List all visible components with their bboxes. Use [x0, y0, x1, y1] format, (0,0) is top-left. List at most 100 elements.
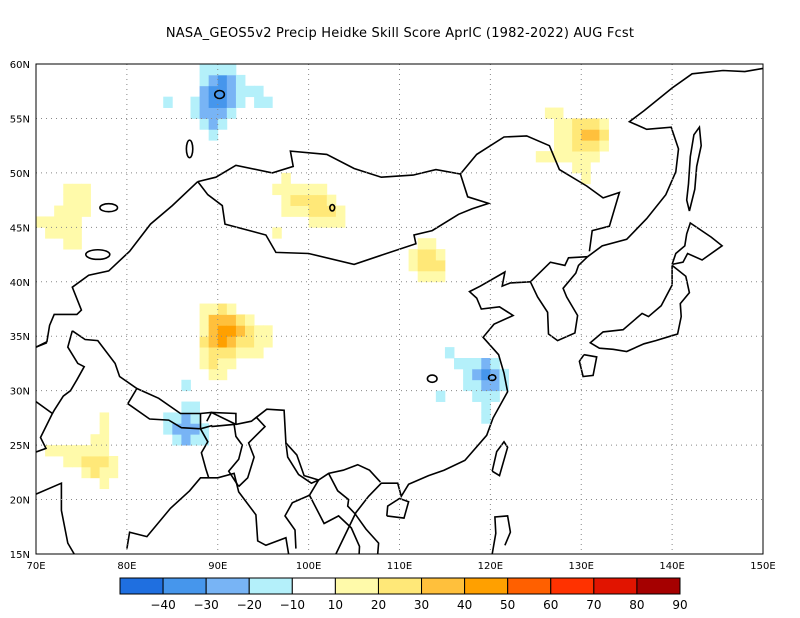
coastline-segment: [36, 342, 48, 348]
skill-cell: [226, 325, 237, 337]
coastline-segment: [335, 270, 531, 554]
skill-cell: [208, 325, 219, 337]
skill-cell: [199, 423, 210, 435]
colorbar-swatch: [248, 577, 293, 595]
colorbar-swatch: [205, 577, 250, 595]
skill-cell: [235, 325, 246, 337]
skill-cell: [572, 162, 582, 174]
skill-cell: [172, 434, 182, 446]
skill-cell: [481, 358, 491, 370]
skill-cell: [90, 466, 101, 479]
skill-cell: [72, 238, 82, 250]
coastline-segment: [588, 264, 691, 353]
skill-cell: [63, 227, 73, 239]
colorbar-label: 40: [457, 598, 472, 612]
coastline-segment: [529, 255, 588, 283]
latitude-label: 30N: [10, 387, 30, 398]
skill-cell: [444, 347, 455, 359]
skill-cell: [481, 368, 491, 381]
skill-cell: [208, 96, 219, 108]
skill-cell: [163, 412, 173, 424]
skill-cell: [599, 140, 609, 152]
skill-cell: [208, 129, 219, 141]
latitude-label: 25N: [10, 441, 30, 452]
skill-cell: [490, 379, 500, 392]
skill-cell: [490, 390, 500, 402]
coastline-segment: [529, 256, 589, 342]
lake-outline: [426, 374, 438, 384]
skill-cell: [226, 347, 237, 359]
skill-cell: [63, 194, 73, 206]
skill-cell: [190, 412, 200, 424]
skill-cell: [417, 249, 428, 261]
longitude-label: 70E: [26, 561, 45, 572]
colorbar-swatch: [119, 577, 164, 595]
skill-cell: [481, 412, 491, 424]
coastline-segment: [491, 515, 512, 554]
skill-cell: [263, 96, 273, 108]
colorbar-swatch: [162, 577, 207, 595]
longitude-label: 150E: [750, 561, 775, 572]
skill-cell: [217, 358, 228, 370]
skill-cell: [172, 423, 182, 435]
skill-cell: [463, 358, 473, 370]
coastline-segment: [36, 181, 199, 348]
skill-cell: [254, 347, 264, 359]
skill-cell: [208, 303, 219, 315]
skill-cell: [217, 325, 228, 337]
colorbar-swatch: [291, 577, 336, 595]
skill-cell: [544, 107, 555, 119]
skill-cell: [281, 183, 291, 196]
skill-cell: [72, 205, 82, 217]
skill-cell: [254, 336, 264, 348]
skill-cell: [254, 85, 264, 98]
colorbar-label: 70: [586, 598, 601, 612]
skill-cell: [245, 325, 255, 337]
skill-cell: [254, 96, 264, 108]
skill-cell: [217, 74, 228, 87]
skill-cell: [553, 129, 564, 141]
skill-cell: [254, 325, 264, 337]
latitude-label: 20N: [10, 496, 30, 507]
skill-cell: [181, 423, 191, 435]
coastline-segment: [36, 400, 54, 453]
skill-cell: [235, 74, 246, 87]
skill-cell: [281, 194, 291, 206]
skill-cell: [290, 205, 300, 217]
skill-cell: [99, 412, 110, 424]
chart-title: NASA_GEOS5v2 Precip Heidke Skill Score A…: [165, 26, 635, 41]
skill-cell: [63, 238, 73, 250]
skill-cell: [472, 390, 482, 402]
skill-cell: [63, 456, 73, 468]
skill-cell: [199, 118, 210, 130]
latitude-labels: 15N 20N 25N 30N 35N 40N 45N 50N 55N 60N: [10, 60, 30, 561]
skill-cell: [308, 216, 319, 228]
lake-outline: [185, 139, 194, 159]
coastline-segment: [685, 125, 703, 212]
skill-cell: [472, 358, 482, 370]
skill-cell: [181, 401, 191, 413]
skill-cell: [272, 227, 282, 239]
skill-cell: [99, 445, 110, 457]
coastline-and-borders: [36, 67, 763, 554]
skill-cell: [335, 216, 346, 228]
longitude-label: 90E: [208, 561, 227, 572]
skill-cell: [208, 74, 219, 87]
skill-cell: [81, 466, 91, 479]
skill-cell: [226, 336, 237, 348]
skill-cell: [81, 445, 91, 457]
skill-cell: [217, 96, 228, 108]
coastline-segment: [238, 416, 267, 488]
skill-cell: [190, 107, 200, 119]
skill-cell: [290, 183, 300, 196]
coastline-segment: [206, 411, 237, 425]
skill-cell: [590, 140, 600, 152]
colorbar-label: −20: [237, 598, 262, 612]
latitude-label: 15N: [10, 550, 30, 561]
skill-cell: [81, 456, 91, 468]
skill-cell: [90, 434, 101, 446]
skill-cell: [245, 336, 255, 348]
skill-cell: [72, 183, 82, 196]
skill-cell: [590, 118, 600, 130]
skill-cell: [590, 129, 600, 141]
